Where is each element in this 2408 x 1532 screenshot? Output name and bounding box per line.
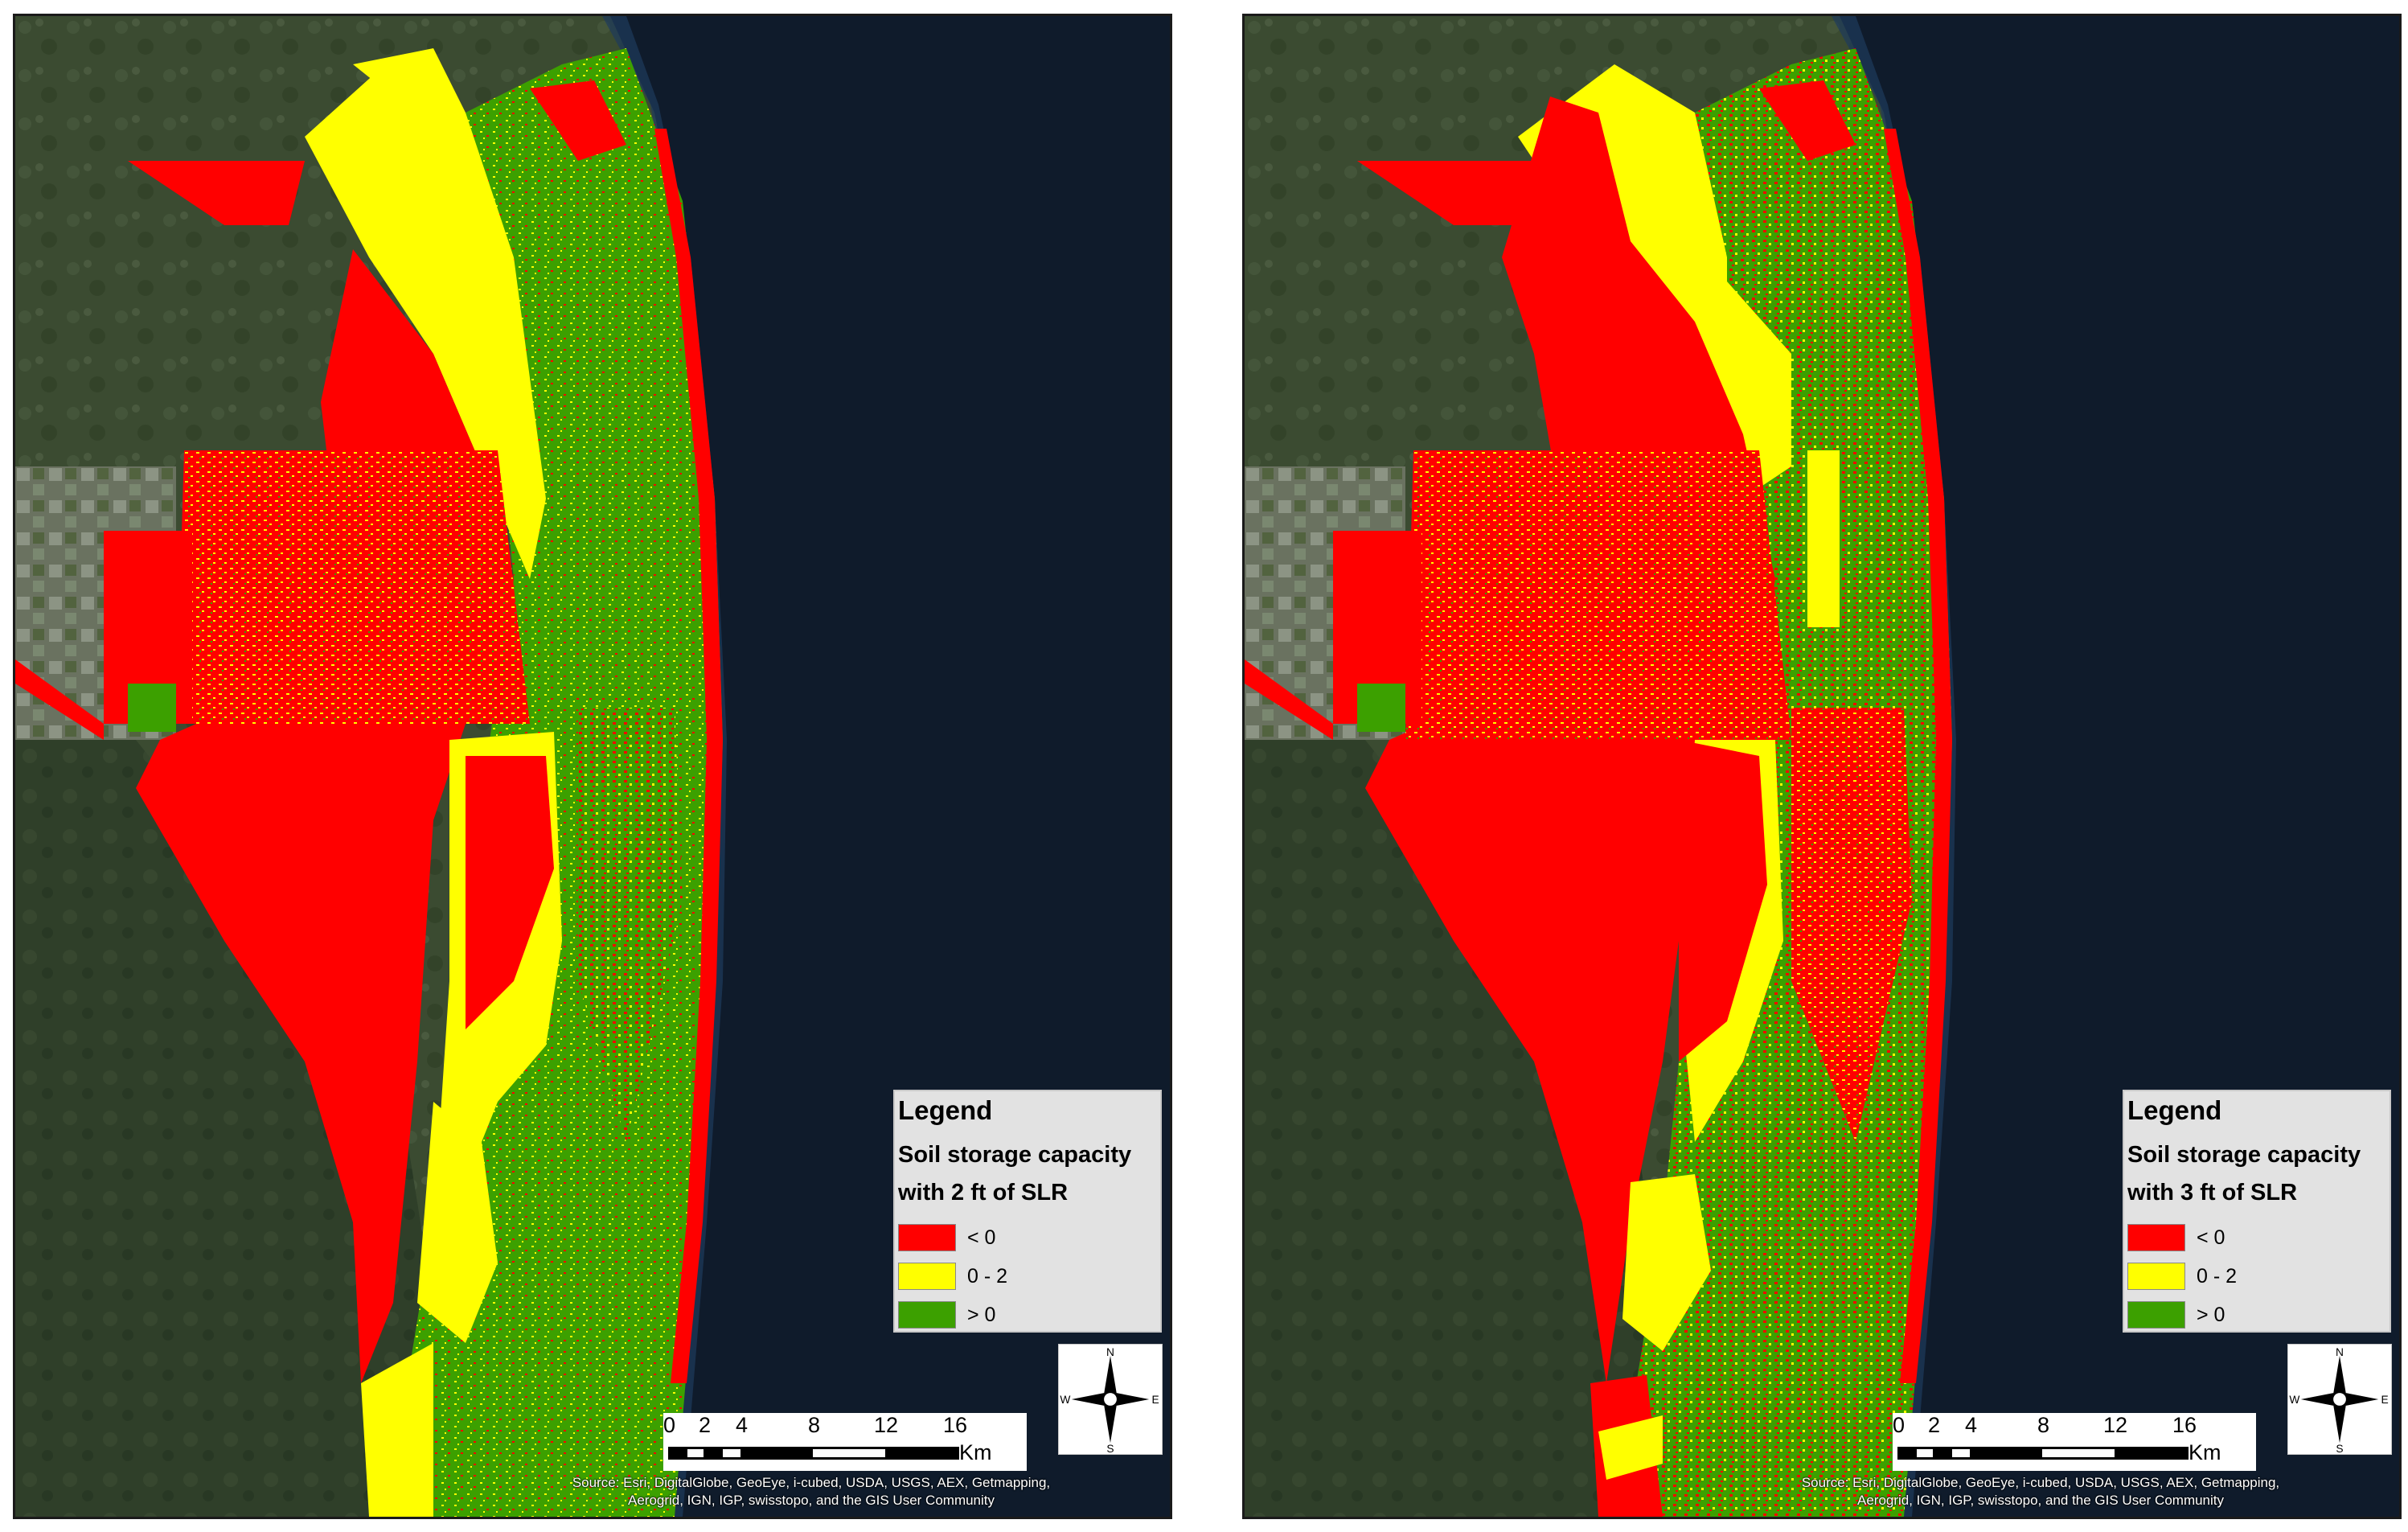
- zone-red-strip: [1679, 740, 1767, 1062]
- zone-red-coast: [1884, 129, 1952, 1383]
- zone-red-strip: [466, 756, 554, 1029]
- legend-item: < 0: [898, 1223, 995, 1252]
- zone-mixed-east: [1791, 708, 1912, 1142]
- scale-bar-graphic: [1897, 1447, 2189, 1460]
- scale-tick: 4: [736, 1413, 749, 1437]
- attribution: Source: Esri, DigitalGlobe, GeoEye, i-cu…: [1679, 1474, 2399, 1509]
- north-label: N: [1106, 1346, 1114, 1358]
- lake-okeechobee-area: [15, 740, 433, 1517]
- scale-unit: Km: [959, 1440, 992, 1464]
- lake-okeechobee-area: [1245, 740, 1663, 1517]
- scale-tick: 2: [1928, 1413, 1941, 1437]
- zone-urban-mix: [176, 450, 530, 724]
- legend-item: > 0: [2127, 1300, 2225, 1329]
- south-label: S: [1106, 1443, 1114, 1454]
- legend-swatch-red: [898, 1224, 956, 1251]
- scale-bar: 0 2 4 8 12 16 Km: [1893, 1413, 2256, 1471]
- zone-red-coast: [654, 129, 723, 1383]
- zone-green-block: [128, 684, 176, 732]
- east-label: E: [1152, 1394, 1159, 1406]
- attribution-line2: Aerogrid, IGN, IGP, swisstopo, and the G…: [627, 1493, 995, 1508]
- legend-item: 0 - 2: [898, 1262, 1007, 1291]
- legend-item: 0 - 2: [2127, 1262, 2237, 1291]
- legend-subtitle-line2: with 2 ft of SLR: [898, 1180, 1069, 1205]
- map-panel-3ft: Legend Soil storage capacity with 3 ft o…: [1242, 14, 2402, 1519]
- scale-unit: Km: [2189, 1440, 2221, 1464]
- legend-item: < 0: [2127, 1223, 2225, 1252]
- scale-tick: 12: [2103, 1413, 2128, 1437]
- zone-yellow-south: [417, 1102, 498, 1343]
- attribution-line2: Aerogrid, IGN, IGP, swisstopo, and the G…: [1856, 1493, 2225, 1508]
- legend: Legend Soil storage capacity with 2 ft o…: [893, 1090, 1162, 1333]
- attribution-line1: Source: Esri, DigitalGlobe, GeoEye, i-cu…: [1801, 1475, 2280, 1490]
- legend-label: 0 - 2: [2197, 1264, 2238, 1288]
- scale-tick: 16: [2172, 1413, 2197, 1437]
- zone-red-west: [1333, 531, 1421, 724]
- legend-subtitle-line2: with 3 ft of SLR: [2127, 1180, 2298, 1205]
- north-label: N: [2336, 1346, 2344, 1358]
- map-canvas: [15, 16, 1170, 1517]
- north-arrow-icon: N S W E: [1058, 1344, 1163, 1455]
- legend-label: 0 - 2: [967, 1264, 1008, 1288]
- legend-subtitle-line1: Soil storage capacity: [898, 1142, 1132, 1168]
- west-label: W: [1060, 1394, 1070, 1406]
- zone-red-north: [128, 161, 305, 225]
- zone-urban-mix: [1405, 450, 1791, 740]
- zone-green-block: [1357, 684, 1405, 732]
- zone-red-canal: [15, 659, 104, 740]
- scale-tick: 0: [1893, 1413, 1905, 1437]
- zone-red-river: [1759, 80, 1856, 161]
- legend-item: > 0: [898, 1300, 995, 1329]
- legend: Legend Soil storage capacity with 3 ft o…: [2123, 1090, 2391, 1333]
- legend-swatch-green: [898, 1301, 956, 1329]
- zone-red-river: [530, 80, 626, 161]
- legend-title: Legend: [898, 1095, 993, 1125]
- zone-yellow-tip: [361, 1343, 433, 1517]
- zone-green: [1614, 48, 1952, 1517]
- scale-bar: 0 2 4 8 12 16 Km: [663, 1413, 1027, 1471]
- zone-red-canal: [1245, 659, 1333, 740]
- legend-label: < 0: [2197, 1226, 2225, 1249]
- legend-title: Legend: [2127, 1095, 2222, 1125]
- attribution-line1: Source: Esri, DigitalGlobe, GeoEye, i-cu…: [572, 1475, 1051, 1490]
- map-canvas: [1245, 16, 2399, 1517]
- scale-tick: 0: [663, 1413, 676, 1437]
- map-panel-2ft: Legend Soil storage capacity with 2 ft o…: [13, 14, 1172, 1519]
- zone-yellow-east: [1807, 450, 1840, 627]
- zone-mixed-east: [578, 708, 683, 1142]
- legend-label: > 0: [967, 1303, 996, 1326]
- east-label: E: [2381, 1394, 2389, 1406]
- scale-tick: 16: [943, 1413, 968, 1437]
- scale-tick: 8: [2037, 1413, 2050, 1437]
- attribution: Source: Esri, DigitalGlobe, GeoEye, i-cu…: [449, 1474, 1170, 1509]
- legend-subtitle-line1: Soil storage capacity: [2127, 1142, 2361, 1168]
- legend-label: > 0: [2197, 1303, 2225, 1326]
- north-arrow-icon: N S W E: [2287, 1344, 2392, 1455]
- legend-label: < 0: [967, 1226, 996, 1249]
- legend-swatch-red: [2127, 1224, 2185, 1251]
- scale-tick: 4: [1965, 1413, 1978, 1437]
- scale-tick: 12: [874, 1413, 899, 1437]
- scale-tick: 2: [699, 1413, 712, 1437]
- west-label: W: [2289, 1394, 2299, 1406]
- zone-red-west: [104, 531, 192, 724]
- scale-bar-graphic: [668, 1447, 959, 1460]
- scale-tick: 8: [808, 1413, 821, 1437]
- legend-swatch-green: [2127, 1301, 2185, 1329]
- zone-yellow-south: [1622, 1174, 1711, 1351]
- zone-red-north: [1357, 161, 1534, 225]
- south-label: S: [2336, 1443, 2343, 1454]
- zone-yellow-top: [353, 48, 466, 113]
- legend-swatch-yellow: [2127, 1263, 2185, 1290]
- legend-swatch-yellow: [898, 1263, 956, 1290]
- zone-yellow-tip: [1598, 1415, 1663, 1480]
